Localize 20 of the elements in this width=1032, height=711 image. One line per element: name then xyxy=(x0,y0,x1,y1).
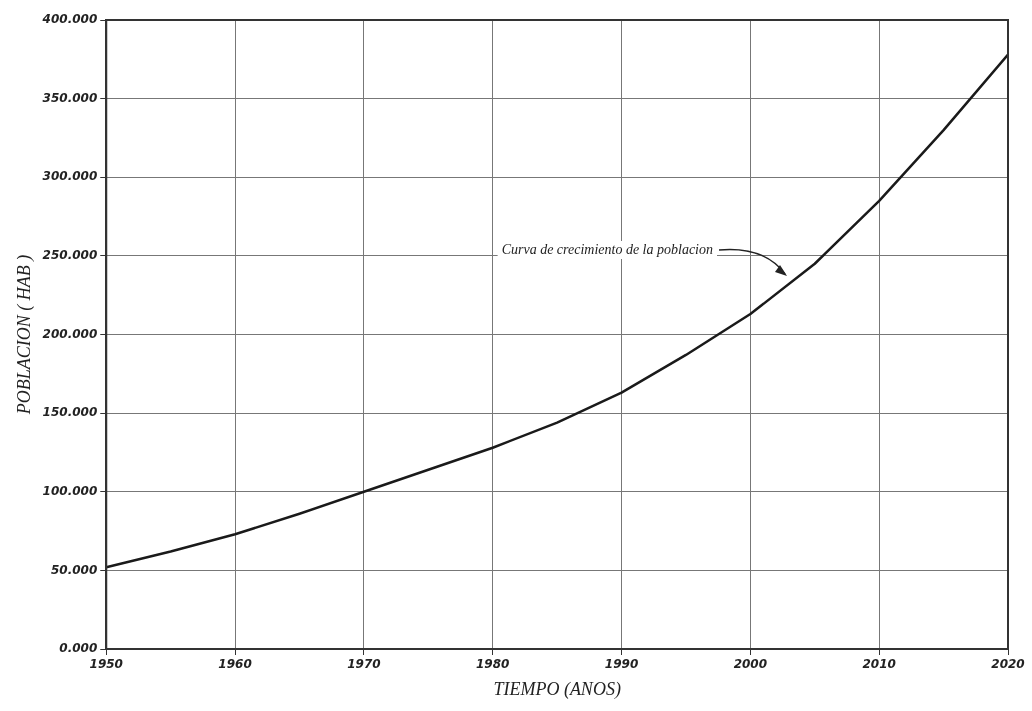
x-tick-label: 2010 xyxy=(862,657,896,672)
y-tick-label: 400.000 xyxy=(41,12,98,27)
y-tick-label: 250.000 xyxy=(42,248,98,262)
x-axis-title: TIEMPO (ANOS) xyxy=(493,678,621,700)
y-axis-title: POBLACION ( HAB ) xyxy=(13,254,35,416)
y-tick-label: 150.000 xyxy=(42,405,98,420)
y-tick-label: 200.000 xyxy=(42,326,98,341)
y-tick-label: 350.000 xyxy=(42,90,98,105)
y-tick-label: 50.000 xyxy=(50,562,98,577)
y-tick-label: 100.000 xyxy=(42,483,98,498)
x-tick-label: 1980 xyxy=(476,657,510,672)
x-tick-label: 1960 xyxy=(218,657,252,672)
y-tick-label: 0.000 xyxy=(59,641,98,656)
x-tick-label: 1950 xyxy=(89,657,123,672)
x-tick-label: 1990 xyxy=(604,657,639,672)
annotation: Curva de crecimiento de la poblacion xyxy=(501,241,714,257)
x-tick-label: 1970 xyxy=(347,657,381,672)
x-tick-label: 2020 xyxy=(991,657,1025,672)
y-tick-label: 300.000 xyxy=(42,169,98,184)
x-tick-label: 2000 xyxy=(733,657,768,672)
